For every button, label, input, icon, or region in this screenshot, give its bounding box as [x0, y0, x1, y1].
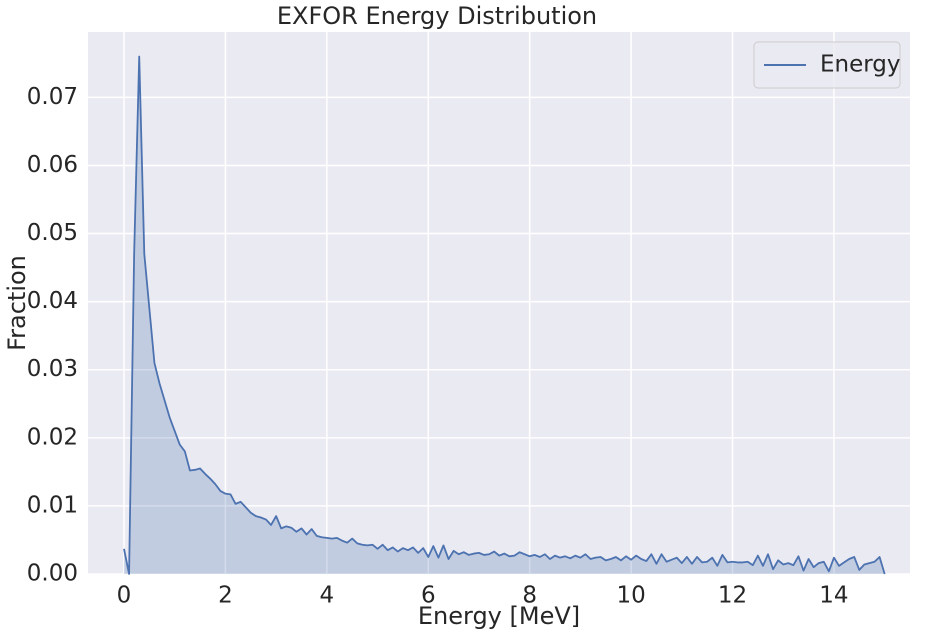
x-axis-label: Energy [MeV] — [418, 602, 580, 630]
x-tick-label: 8 — [522, 583, 537, 609]
line — [123, 55, 886, 575]
legend-label: Energy — [820, 52, 901, 78]
x-tick-label: 4 — [320, 583, 335, 609]
grid — [88, 32, 910, 575]
legend: Energy — [753, 41, 901, 89]
y-tick-label: 0.02 — [27, 424, 78, 450]
x-tick-label: 12 — [718, 583, 747, 609]
y-axis-label: Fraction — [3, 255, 31, 351]
x-tick-label: 6 — [421, 583, 436, 609]
y-tick-label: 0.04 — [27, 288, 78, 314]
marks — [123, 55, 886, 575]
legend-box — [753, 41, 901, 89]
y-tick-label: 0.00 — [27, 561, 78, 587]
x-tick-label: 14 — [819, 583, 848, 609]
y-tick-label: 0.01 — [27, 492, 78, 518]
area-fill — [124, 56, 885, 574]
x-tick-label: 0 — [117, 583, 132, 609]
y-tick-label: 0.07 — [27, 84, 78, 110]
y-tick-label: 0.06 — [27, 152, 78, 178]
x-tick-label: 2 — [218, 583, 233, 609]
x-tick-label: 10 — [616, 583, 645, 609]
y-tick-label: 0.03 — [27, 356, 78, 382]
chart-title: EXFOR Energy Distribution — [277, 2, 597, 30]
y-tick-label: 0.05 — [27, 220, 78, 246]
